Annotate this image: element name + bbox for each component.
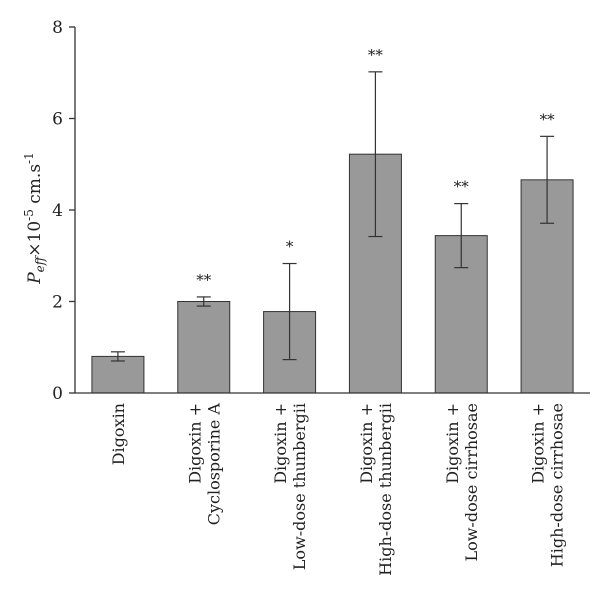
y-axis-title-main: P	[25, 272, 45, 285]
x-axis: Digoxin Digoxin + Cyclosporine A Digoxin + L…	[75, 392, 590, 576]
x-category-label-2: Digoxin + Cyclosporine A	[185, 403, 223, 526]
y-axis-title-sub: eff	[33, 254, 47, 272]
y-tick-label: 2	[52, 293, 63, 313]
y-axis: 0 2 4 6 8	[52, 18, 76, 404]
x-category-label-line: High-dose cirrhosae	[548, 403, 567, 567]
y-axis-title-sup: -5	[22, 209, 36, 221]
significance-mark-5: **	[454, 178, 470, 196]
x-category-label-line: Low-dose cirrhosae	[462, 403, 481, 562]
x-category-label-line: Digoxin +	[271, 403, 290, 484]
x-category-label-3: Digoxin + Low-dose thunbergii	[271, 403, 309, 570]
y-tick-label: 8	[52, 18, 63, 38]
significance-mark-2: **	[196, 271, 212, 289]
x-category-label-line: High-dose thunbergii	[376, 403, 395, 576]
y-tick-label: 6	[52, 110, 63, 130]
x-category-label-line: Low-dose thunbergii	[290, 403, 309, 570]
significance-mark-4: **	[368, 46, 384, 64]
y-tick-label: 4	[52, 201, 63, 221]
x-category-label-4: Digoxin + High-dose thunbergii	[357, 403, 395, 576]
x-category-label-line: Digoxin +	[357, 403, 376, 484]
x-category-label-line: Digoxin +	[443, 403, 462, 484]
y-axis-title-mid: ×10	[25, 221, 45, 257]
x-category-label-line: Digoxin	[109, 403, 128, 465]
y-axis-title-unit-sup: -1	[22, 152, 36, 164]
x-category-label-line: Digoxin +	[529, 403, 548, 484]
y-axis-title-unit: cm.s	[25, 164, 45, 209]
x-category-label-6: Digoxin + High-dose cirrhosae	[529, 403, 567, 567]
x-category-label-line: Cyclosporine A	[204, 403, 223, 526]
x-category-label-line: Digoxin +	[185, 403, 204, 484]
y-tick-label: 0	[52, 384, 63, 404]
significance-mark-3: *	[286, 238, 294, 256]
bar-1	[91, 355, 145, 394]
y-axis-title: Peff×10-5 cm.s-1	[22, 152, 47, 285]
x-category-label-1: Digoxin	[109, 403, 128, 465]
bar-2	[177, 301, 231, 394]
x-category-label-5: Digoxin + Low-dose cirrhosae	[443, 403, 481, 562]
bars: *********	[91, 46, 574, 394]
significance-mark-6: **	[540, 110, 556, 128]
